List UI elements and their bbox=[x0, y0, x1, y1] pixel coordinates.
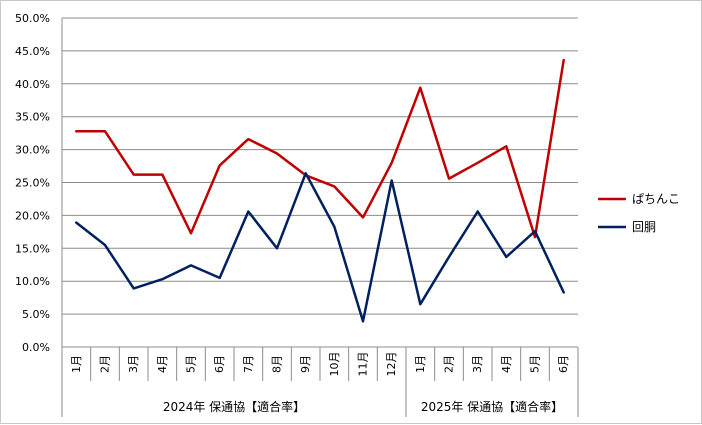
x-tick-label: 1月 bbox=[414, 355, 427, 373]
x-tick-label: 7月 bbox=[242, 355, 255, 373]
y-tick-label: 35.0% bbox=[15, 111, 50, 124]
series-line-kaido bbox=[76, 173, 563, 321]
x-tick-label: 1月 bbox=[70, 355, 83, 373]
x-group-label: 2025年 保通協【適合率】 bbox=[421, 399, 563, 414]
legend-label: ぱちんこ bbox=[632, 192, 680, 206]
y-tick-label: 10.0% bbox=[15, 275, 50, 288]
x-tick-label: 6月 bbox=[213, 355, 226, 373]
x-tick-label: 12月 bbox=[385, 352, 398, 377]
x-tick-label: 3月 bbox=[127, 355, 140, 373]
series-line-pachinko bbox=[76, 60, 563, 237]
x-axis: 1月 2月 3月 4月 5月 6月 7月 8月 9月 10月 11月 12月 1月 2月 3月 4月 5月 6月 2… bbox=[62, 18, 578, 417]
y-tick-label: 15.0% bbox=[15, 242, 50, 255]
series-lines bbox=[76, 60, 564, 321]
x-tick-label: 2月 bbox=[443, 355, 456, 373]
x-tick-label: 6月 bbox=[557, 355, 570, 373]
y-tick-label: 0.0% bbox=[22, 341, 50, 354]
x-tick-label: 4月 bbox=[500, 355, 513, 373]
grid-lines bbox=[62, 18, 578, 347]
y-tick-label: 50.0% bbox=[15, 12, 50, 25]
legend-label: 回胴 bbox=[632, 220, 656, 234]
x-tick-label: 5月 bbox=[529, 355, 542, 373]
x-tick-label: 3月 bbox=[471, 355, 484, 373]
x-tick-label: 9月 bbox=[299, 355, 312, 373]
x-tick-label: 10月 bbox=[328, 352, 341, 377]
x-tick-label: 5月 bbox=[185, 355, 198, 373]
y-tick-label: 20.0% bbox=[15, 209, 50, 222]
x-tick-label: 8月 bbox=[271, 355, 284, 373]
x-tick-label: 11月 bbox=[357, 352, 370, 377]
x-tick-label: 4月 bbox=[156, 355, 169, 373]
y-axis-ticks: 0.0% 5.0% 10.0% 15.0% 20.0% 25.0% 30.0% 35.0% 40… bbox=[15, 12, 50, 354]
y-tick-label: 25.0% bbox=[15, 177, 50, 190]
y-tick-label: 40.0% bbox=[15, 78, 50, 91]
x-tick-label: 2月 bbox=[99, 355, 112, 373]
y-tick-label: 5.0% bbox=[22, 308, 50, 321]
y-tick-label: 45.0% bbox=[15, 45, 50, 58]
x-group-label: 2024年 保通協【適合率】 bbox=[163, 399, 305, 414]
y-tick-label: 30.0% bbox=[15, 144, 50, 157]
